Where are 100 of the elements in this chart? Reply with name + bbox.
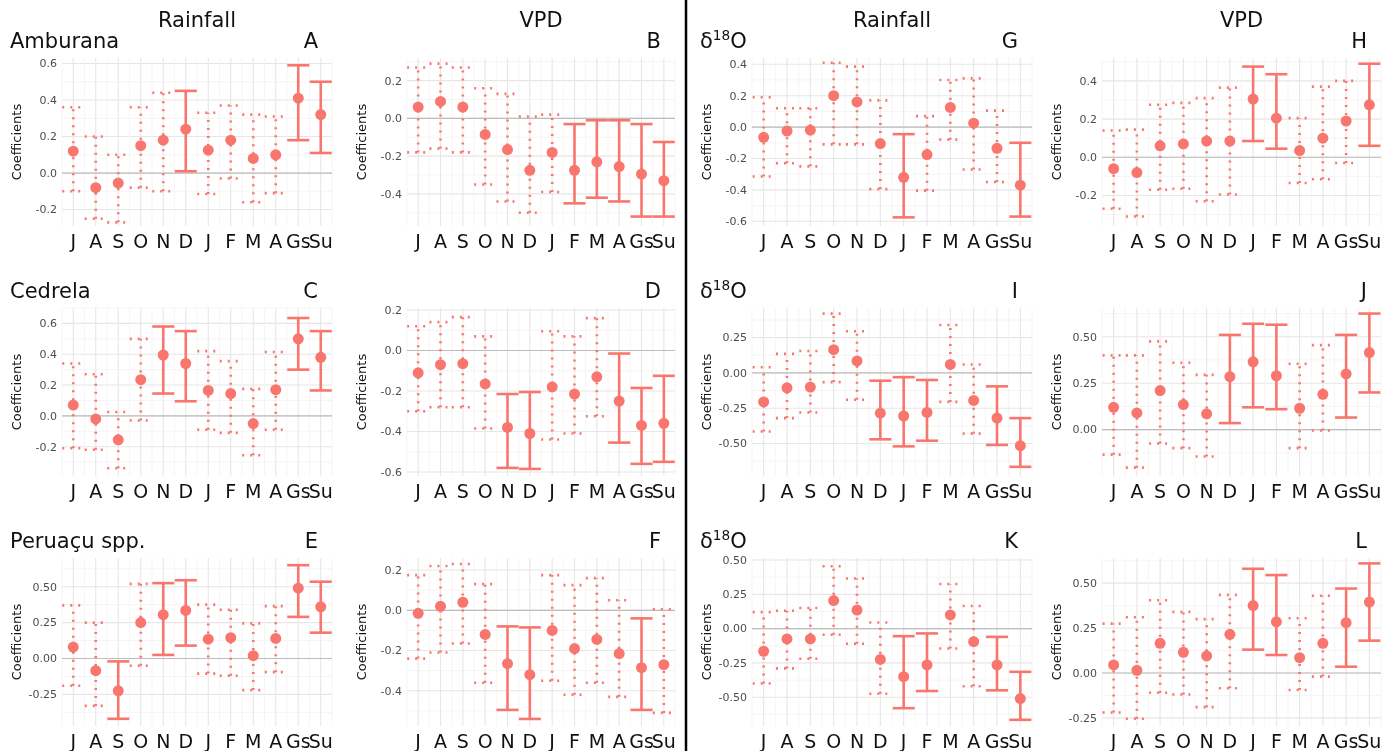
- y-tick-label: -0.2: [725, 152, 747, 166]
- point: [502, 421, 513, 433]
- point: [67, 145, 79, 157]
- x-tick-label: J: [899, 480, 907, 502]
- point: [991, 659, 1003, 671]
- x-tick-label: S: [456, 480, 469, 502]
- x-tick-label: J: [548, 230, 555, 252]
- x-tick-label: O: [826, 730, 842, 751]
- x-tick-label: M: [588, 230, 606, 252]
- x-tick-label: F: [225, 480, 237, 502]
- point: [157, 134, 169, 146]
- y-tick-label: 0.25: [32, 616, 57, 630]
- x-tick-label: M: [588, 480, 606, 502]
- y-axis-title: Coefficients: [1049, 103, 1064, 181]
- point: [636, 662, 647, 674]
- x-tick-label: A: [434, 730, 447, 751]
- point: [457, 101, 469, 113]
- x-tick-label: F: [921, 230, 933, 252]
- point: [315, 109, 327, 121]
- y-tick-label: 0.00: [32, 652, 57, 666]
- y-tick-label: 0.0: [384, 344, 402, 358]
- x-tick-label: O: [477, 230, 493, 252]
- x-tick-label: A: [967, 230, 981, 252]
- point: [1108, 163, 1120, 175]
- text: K: [1004, 529, 1020, 553]
- point: [1247, 600, 1259, 612]
- y-tick-label: 0.4: [1079, 74, 1097, 88]
- point: [944, 358, 956, 370]
- x-tick-label: A: [612, 730, 626, 751]
- x-tick-label: D: [873, 230, 888, 252]
- x-tick-label: M: [245, 480, 262, 502]
- x-tick-label: F: [1270, 730, 1282, 751]
- point: [135, 374, 147, 386]
- y-tick-label: 0.00: [722, 366, 747, 380]
- point: [479, 128, 491, 140]
- x-tick-label: S: [456, 730, 469, 751]
- y-tick-label: 0.2: [384, 303, 402, 317]
- point: [613, 648, 625, 660]
- point: [225, 134, 237, 146]
- x-tick-label: O: [826, 480, 842, 502]
- point: [1294, 145, 1306, 157]
- chart-subtitle: δ$^{18}$O: [700, 527, 747, 553]
- y-tick-label: -0.50: [718, 691, 747, 705]
- text: C: [303, 279, 318, 303]
- x-tick-label: S: [804, 480, 817, 502]
- x-tick-label: N: [1199, 480, 1214, 502]
- point: [315, 351, 327, 363]
- point: [636, 419, 647, 431]
- point: [1317, 132, 1329, 144]
- y-tick-label: -0.2: [380, 384, 402, 398]
- x-tick-label: M: [942, 480, 959, 502]
- y-tick-label: 0.0: [39, 166, 57, 180]
- point: [202, 633, 214, 645]
- point: [435, 359, 446, 371]
- point: [270, 384, 282, 396]
- x-tick-label: J: [759, 480, 767, 502]
- x-tick-label: O: [133, 730, 149, 751]
- point: [225, 632, 237, 644]
- point: [1014, 693, 1026, 705]
- x-tick-label: Gs: [629, 230, 654, 252]
- y-axis-title: Coefficients: [9, 103, 24, 181]
- y-tick-label: -0.4: [380, 684, 402, 698]
- y-tick-label: 0.50: [32, 580, 57, 594]
- point: [1363, 596, 1375, 608]
- x-tick-label: A: [1316, 730, 1330, 751]
- x-tick-label: Gs: [285, 730, 311, 751]
- point: [502, 658, 513, 670]
- x-tick-label: D: [178, 730, 194, 751]
- y-tick-label: 0.6: [39, 57, 57, 71]
- x-tick-label: J: [1249, 230, 1256, 252]
- x-tick-label: A: [967, 480, 981, 502]
- text: L: [1355, 529, 1368, 553]
- chart-title: VPD: [1219, 8, 1264, 32]
- x-tick-label: F: [569, 480, 580, 502]
- point: [315, 601, 327, 613]
- x-tick-label: F: [921, 480, 933, 502]
- point: [804, 633, 816, 645]
- x-tick-label: J: [69, 730, 77, 751]
- y-tick-label: 0.6: [39, 317, 57, 331]
- x-tick-label: Gs: [984, 480, 1010, 502]
- point: [1177, 646, 1189, 658]
- x-tick-label: F: [225, 730, 237, 751]
- y-tick-label: 0.25: [1072, 377, 1097, 391]
- x-tick-label: M: [588, 730, 606, 751]
- y-tick-label: -0.25: [718, 656, 747, 670]
- point: [874, 407, 886, 419]
- text: B: [646, 29, 661, 53]
- point: [270, 632, 282, 644]
- point: [828, 595, 840, 607]
- chart-subtitle: δ$^{18}$O: [700, 27, 747, 53]
- y-tick-label: 0.4: [39, 348, 57, 362]
- x-tick-label: N: [156, 480, 171, 502]
- x-tick-label: D: [1222, 480, 1238, 502]
- point: [479, 628, 491, 640]
- point: [292, 333, 304, 345]
- x-tick-label: N: [849, 730, 865, 751]
- x-tick-label: M: [245, 730, 262, 751]
- x-tick-label: A: [1130, 230, 1144, 252]
- point: [898, 410, 910, 422]
- point: [968, 394, 980, 406]
